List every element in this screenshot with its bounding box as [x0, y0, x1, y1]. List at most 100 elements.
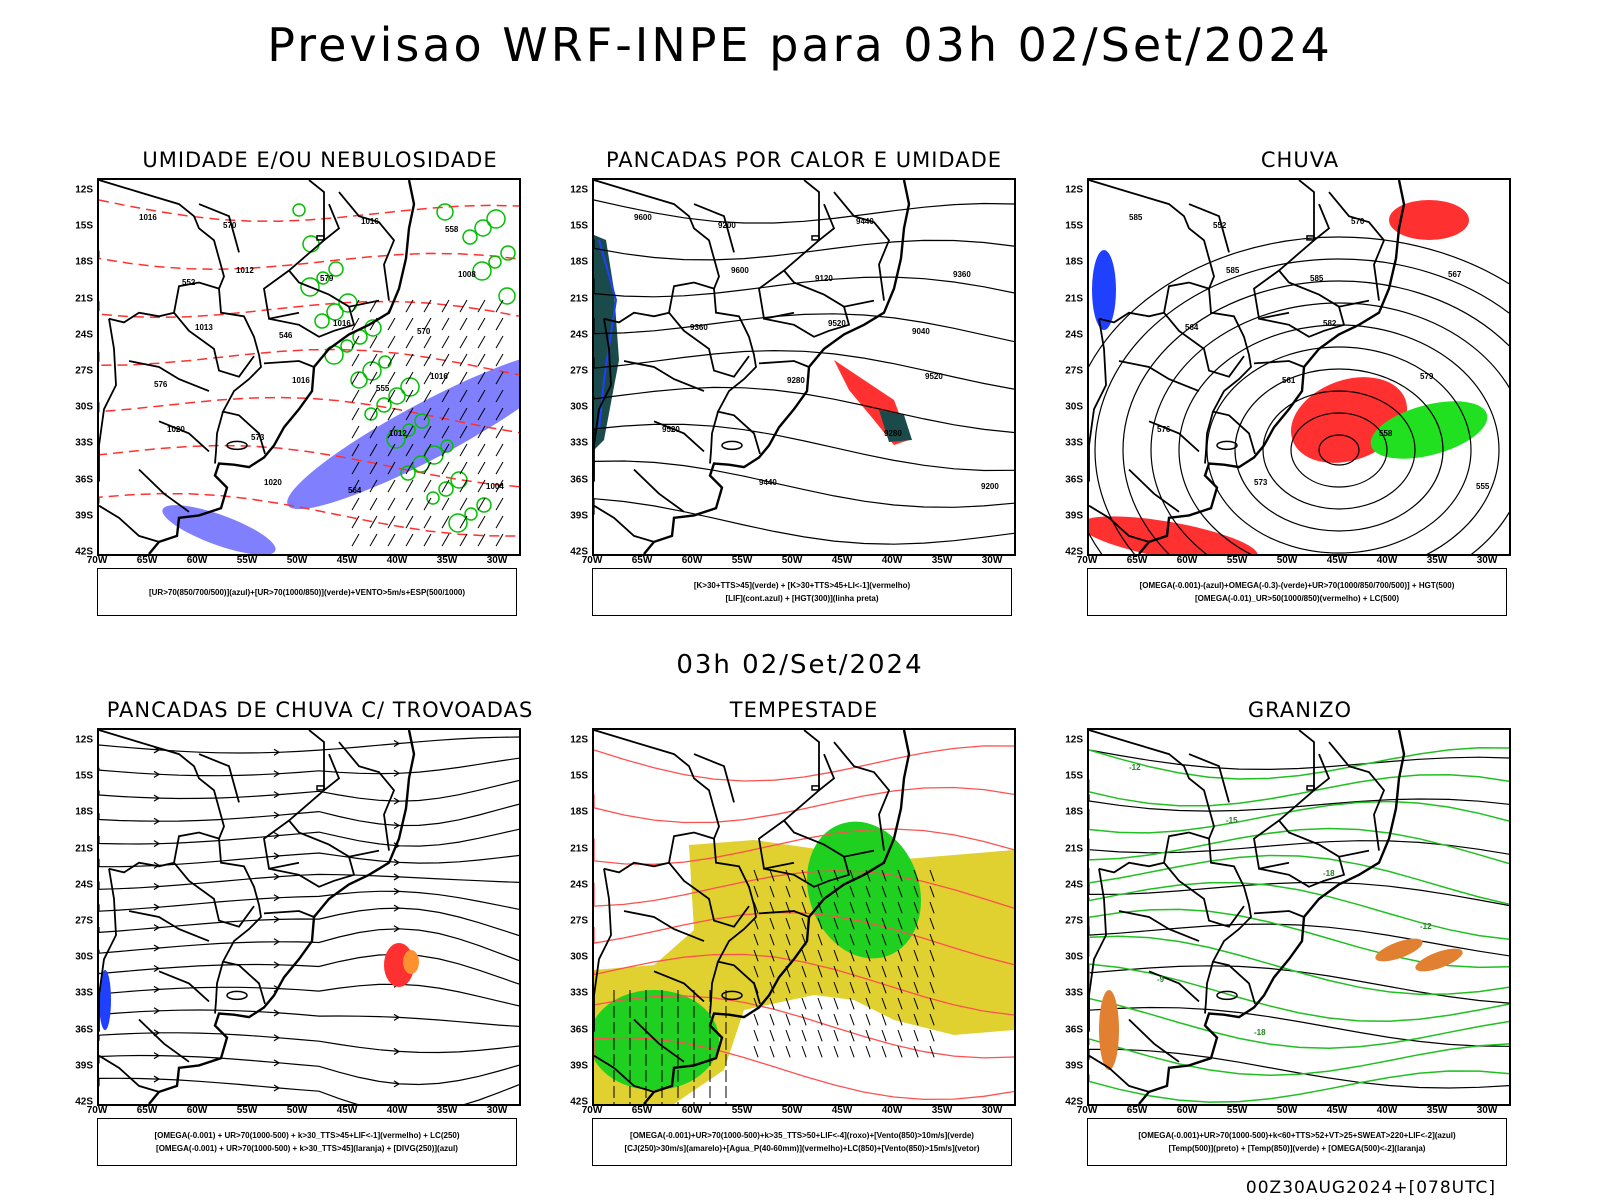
contour-value-label: 9360	[690, 323, 708, 332]
map-canvas: -12 -15 -18 -12 -9 -18	[1089, 730, 1509, 1104]
latitude-tick-label: 27S	[75, 915, 93, 927]
wind-vector	[423, 371, 432, 385]
latitude-tick-label: 36S	[75, 1024, 93, 1036]
latitude-tick-label: 42S	[75, 546, 93, 558]
contour-value-label: 9200	[718, 221, 736, 230]
political-border	[1253, 910, 1305, 918]
humidity-contour	[426, 491, 440, 505]
longitude-tick-label: 65W	[631, 555, 653, 566]
wind-vector	[929, 997, 935, 1010]
contour-value-label: 558	[445, 225, 459, 234]
wind-vector	[913, 1013, 919, 1026]
political-border	[214, 961, 224, 1014]
contour-line	[594, 199, 1014, 224]
streamline	[99, 803, 519, 827]
wind-vector	[849, 901, 855, 914]
wind-vector	[423, 425, 432, 439]
longitude-axis: 70W 65W 60W 55W 50W 45W 40W 35W 30W	[582, 1105, 1012, 1119]
map-chuva: 585 585 582 579 576 573 570 567 564 561 558 555 552 5…	[1087, 178, 1511, 556]
map-granizo: -12 -15 -18 -12 -9 -18	[1087, 728, 1511, 1106]
map-umidade: 1016 1012 1016 1016 1020 1020 1016 1008 1013 1016…	[97, 178, 521, 556]
contour-line	[1089, 827, 1509, 865]
wind-vector	[477, 389, 486, 403]
main-title: Previsao WRF-INPE para 03h 02/Set/2024	[267, 18, 1333, 72]
longitude-tick-label: 60W	[1176, 1105, 1198, 1116]
contour-line	[1089, 997, 1509, 1050]
height-contour	[1234, 368, 1444, 532]
latitude-axis: 12S 15S 18S 21S 24S 27S 30S 33S 36S 39S 42S	[63, 728, 93, 1108]
contour-line	[1089, 965, 1509, 1004]
political-border	[758, 910, 810, 918]
wind-vector	[849, 949, 855, 962]
wind-vector	[849, 1013, 855, 1026]
latitude-tick-label: 39S	[1065, 510, 1083, 522]
humidity-contour	[388, 387, 406, 405]
latitude-tick-label: 30S	[570, 401, 588, 413]
wind-vector	[801, 917, 807, 930]
wind-vector	[897, 981, 903, 994]
latitude-tick-label: 39S	[75, 510, 93, 522]
latitude-tick-label: 21S	[75, 293, 93, 305]
latitude-tick-label: 24S	[1065, 879, 1083, 891]
longitude-tick-label: 60W	[186, 1105, 208, 1116]
wind-vector	[865, 1013, 871, 1026]
latitude-tick-label: 18S	[1065, 806, 1083, 818]
latitude-tick-label: 24S	[570, 879, 588, 891]
contour-value-label: -9	[1157, 975, 1165, 984]
wind-vector	[785, 869, 791, 882]
map-canvas	[99, 730, 519, 1104]
longitude-tick-label: 45W	[336, 1105, 358, 1116]
wind-vector	[387, 407, 396, 421]
streamline-arrow	[393, 1080, 401, 1088]
wind-vector	[441, 461, 450, 475]
coastline	[1138, 730, 1406, 1104]
wind-vector	[753, 949, 759, 962]
wind-vector	[495, 497, 504, 511]
streamline-arrow	[273, 791, 281, 799]
political-border	[138, 1018, 190, 1063]
wind-vector	[495, 389, 504, 403]
longitude-tick-label: 65W	[136, 1105, 158, 1116]
streamline-arrow	[393, 797, 401, 805]
panel-title-trovoadas: PANCADAS DE CHUVA C/ TROVOADAS	[106, 698, 534, 722]
wind-vector	[801, 949, 807, 962]
wind-vector	[387, 479, 396, 493]
contour-value-label: -15	[1226, 816, 1238, 825]
streamline-arrow	[393, 873, 401, 881]
humidity-contour	[462, 229, 478, 245]
streamline	[99, 736, 519, 754]
humidity-contour	[376, 397, 392, 413]
wind-vector	[929, 1029, 935, 1042]
streamline-arrow	[393, 887, 401, 895]
streamline-arrow	[393, 822, 401, 830]
wind-vector	[881, 917, 887, 930]
wind-vector	[405, 353, 414, 367]
contour-value-label: 561	[1282, 376, 1296, 385]
longitude-tick-label: 50W	[781, 1105, 803, 1116]
humidity-contour	[326, 303, 344, 321]
legend-line: [K>30+TTS>45](verde) + [K>30+TTS>45+LI<-…	[693, 581, 911, 590]
political-border	[603, 281, 715, 324]
wind-vector	[753, 1013, 759, 1026]
wind-vector	[785, 1013, 791, 1026]
wind-vector	[849, 1045, 855, 1058]
political-border	[1258, 306, 1346, 338]
political-border	[308, 180, 325, 241]
contour-value-label: 9520	[925, 372, 943, 381]
latitude-tick-label: 36S	[1065, 474, 1083, 486]
legend-trovoadas: [OMEGA(-0.001) + UR>70(1000-500) + k>30_…	[97, 1118, 517, 1166]
contour-line	[1089, 923, 1509, 957]
wind-vector	[477, 443, 486, 457]
streamline-arrow	[153, 985, 161, 993]
political-border	[633, 1018, 685, 1063]
coastline	[643, 180, 911, 554]
wind-vector	[441, 497, 450, 511]
latitude-tick-label: 42S	[1065, 546, 1083, 558]
streamline-arrow	[393, 925, 401, 933]
streamline-arrow	[273, 1059, 281, 1067]
latitude-tick-label: 39S	[1065, 1060, 1083, 1072]
longitude-tick-label: 60W	[1176, 555, 1198, 566]
wind-vector	[801, 901, 807, 914]
wind-vector	[459, 335, 468, 349]
wind-vector	[865, 981, 871, 994]
